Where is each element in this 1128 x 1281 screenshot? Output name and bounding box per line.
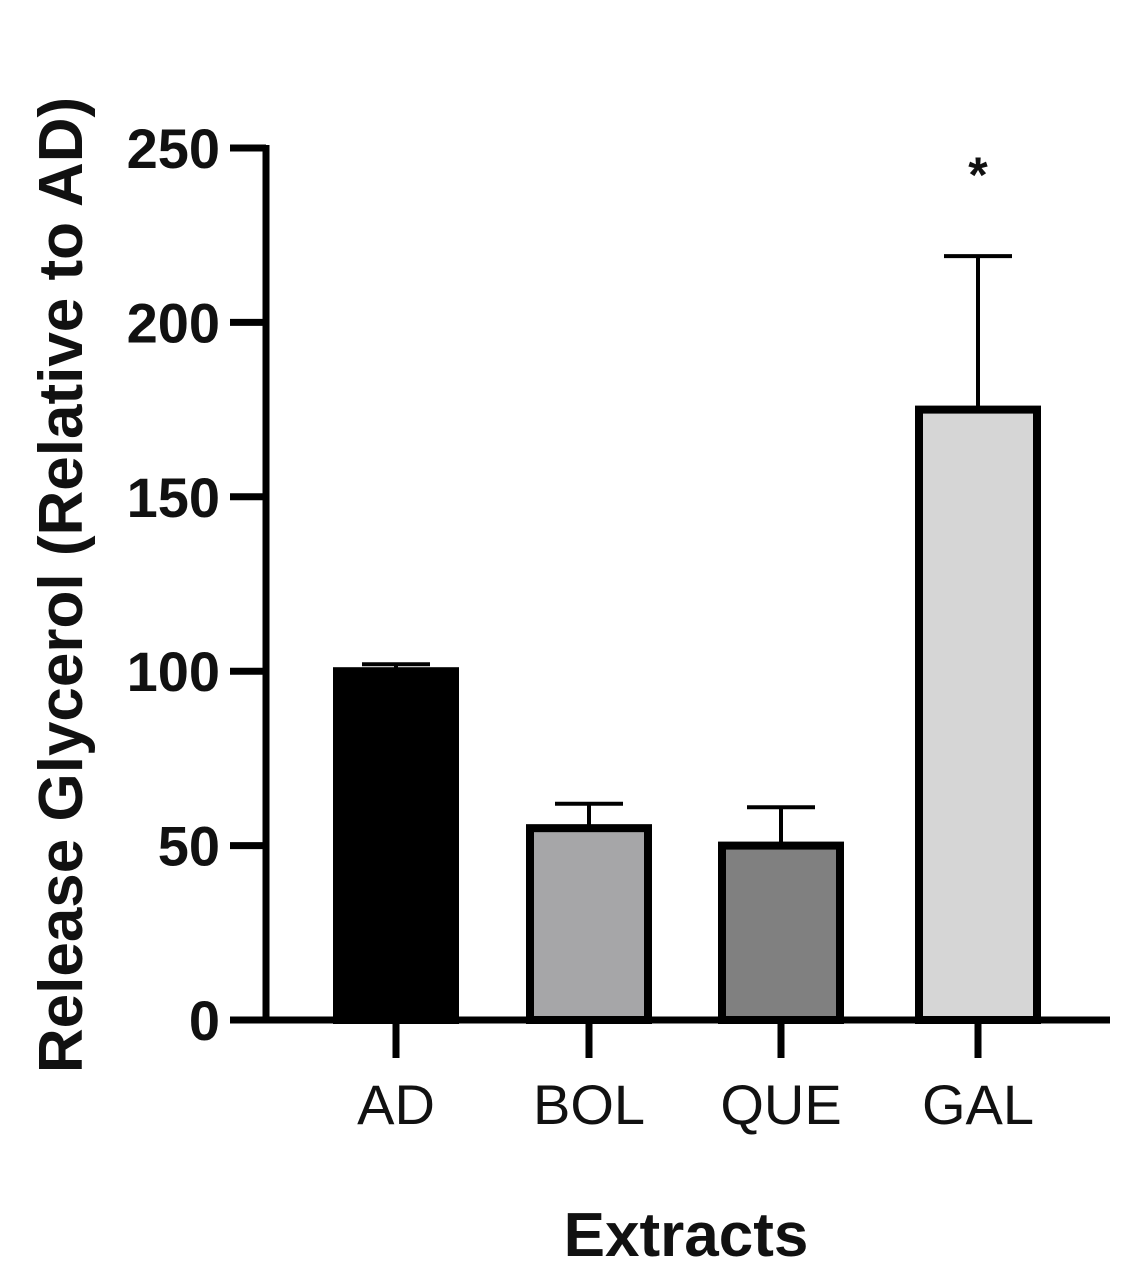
x-tick-label-que: QUE [720, 1073, 841, 1136]
bar-que [718, 841, 844, 1024]
x-axis-title: Extracts [564, 1201, 809, 1270]
y-tick-label: 50 [158, 815, 220, 878]
y-tick-label: 0 [189, 989, 220, 1052]
y-tick-label: 250 [127, 117, 220, 180]
bars-layer [333, 405, 1041, 1025]
error-bars-layer [362, 254, 1012, 846]
x-tick-label-ad: AD [357, 1073, 435, 1136]
y-ticks: 0 50 100 150 200 250 [127, 117, 266, 1052]
x-tick-label-gal: GAL [922, 1073, 1034, 1136]
y-tick-label: 100 [127, 640, 220, 703]
y-tick-label: 150 [127, 466, 220, 529]
y-tick-label: 200 [127, 291, 220, 354]
bar-ad [333, 667, 459, 1024]
annotations: * [968, 147, 988, 203]
x-ticks: AD BOL QUE GAL [357, 1020, 1034, 1136]
x-tick-label-bol: BOL [533, 1073, 645, 1136]
axes-layer [262, 145, 1110, 1024]
bar-gal [915, 405, 1041, 1025]
y-axis-title: Release Glycerol (Relative to AD) [27, 97, 96, 1073]
bar-bol [526, 824, 652, 1024]
significance-mark: * [968, 147, 988, 203]
